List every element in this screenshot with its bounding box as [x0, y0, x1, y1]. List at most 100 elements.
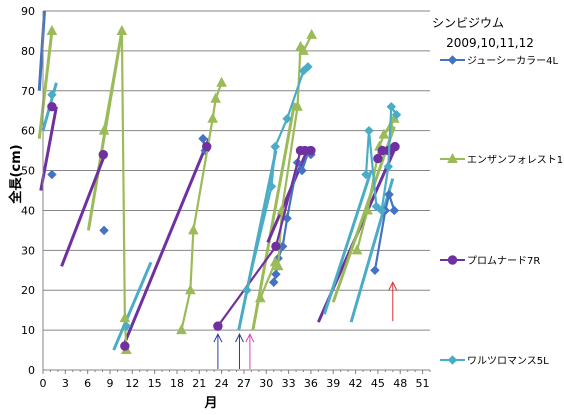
- data-point: [188, 224, 199, 235]
- y-tick-label: 70: [21, 85, 35, 98]
- data-point: [98, 124, 110, 135]
- data-point: [254, 292, 266, 303]
- trendline: [237, 150, 278, 331]
- series-line: [102, 30, 128, 351]
- data-point: [213, 321, 223, 331]
- x-tick-label: 15: [148, 377, 162, 390]
- x-tick-label: 42: [349, 377, 363, 390]
- data-point: [119, 312, 131, 323]
- arrow-head: [235, 332, 244, 343]
- x-tick-label: 6: [84, 377, 91, 390]
- arrow: [235, 332, 244, 369]
- data-point: [351, 244, 363, 255]
- trendline: [121, 138, 211, 347]
- axes: [42, 11, 431, 374]
- trendline: [37, 10, 46, 91]
- trendline: [251, 102, 297, 331]
- data-point: [370, 265, 380, 275]
- data-point: [386, 102, 397, 112]
- data-point: [270, 141, 280, 152]
- legend-marker: [447, 355, 458, 365]
- data-point: [271, 241, 281, 252]
- series-circle: [47, 102, 400, 351]
- legend-item: ジューシーカラー4L: [440, 55, 558, 67]
- series-line: [373, 190, 396, 271]
- data-point: [99, 225, 109, 236]
- x-tick-label: 27: [237, 377, 251, 390]
- data-point: [373, 153, 383, 164]
- trendline: [322, 170, 373, 315]
- chart-subtitle: 2009,10,11,12: [446, 36, 534, 50]
- y-tick-label: 80: [21, 45, 35, 58]
- gridlines: [43, 10, 430, 331]
- data-point: [185, 284, 196, 295]
- data-point: [98, 149, 108, 160]
- data-point: [242, 285, 252, 295]
- x-tick-label: 48: [393, 377, 407, 390]
- data-point: [361, 169, 371, 180]
- x-tick-label: 21: [192, 377, 206, 390]
- data-point: [271, 269, 281, 279]
- y-tick-label: 20: [21, 284, 35, 297]
- data-series: [46, 24, 402, 355]
- data-point: [116, 24, 128, 35]
- trendline: [112, 261, 153, 351]
- x-tick-label: 30: [259, 377, 273, 390]
- data-point: [47, 102, 57, 112]
- chart-title: シンビジウム: [432, 16, 504, 30]
- legend-marker: [447, 55, 458, 65]
- data-point: [378, 128, 390, 139]
- data-point: [47, 169, 57, 180]
- trendline: [349, 178, 395, 323]
- data-point: [216, 76, 227, 87]
- x-tick-label: 12: [125, 377, 139, 390]
- arrow-head: [213, 332, 223, 343]
- data-point: [292, 100, 303, 111]
- legend-item: エンザンフォレスト1R: [440, 152, 564, 166]
- y-tick-label: 50: [21, 165, 35, 178]
- x-tick-label: 33: [282, 377, 296, 390]
- data-point: [282, 113, 292, 124]
- data-point: [120, 341, 130, 351]
- arrow: [213, 332, 223, 369]
- data-point: [306, 145, 316, 156]
- data-point: [303, 62, 313, 72]
- data-point: [207, 112, 219, 123]
- data-point: [298, 44, 309, 55]
- legend-item: ワルツロマンス5L: [440, 355, 549, 367]
- data-point: [266, 181, 277, 192]
- trendline: [37, 30, 54, 139]
- y-tick-label: 40: [21, 204, 35, 217]
- data-point: [210, 92, 221, 103]
- y-tick-label: 30: [21, 244, 35, 257]
- series-square: [47, 62, 402, 331]
- data-point: [384, 189, 394, 200]
- x-tick-label: 18: [170, 377, 184, 390]
- legend: ジューシーカラー4L エンザンフォレスト1R プロムナード7R ワルツロマンス5L: [440, 55, 564, 367]
- data-point: [176, 324, 187, 335]
- arrow-head: [388, 281, 398, 291]
- data-point: [390, 141, 400, 152]
- y-tick-label: 90: [21, 5, 35, 18]
- trendline: [60, 154, 107, 267]
- x-tick-label: 0: [40, 377, 47, 390]
- data-point: [202, 141, 212, 152]
- data-point: [391, 110, 402, 120]
- legend-label: ワルツロマンス5L: [467, 356, 549, 367]
- data-point: [362, 204, 373, 215]
- legend-marker: [447, 255, 458, 265]
- arrow: [245, 332, 255, 369]
- x-tick-label: 39: [326, 377, 340, 390]
- x-tick-label: 3: [62, 377, 69, 390]
- legend-label: ジューシーカラー4L: [467, 55, 558, 67]
- y-tick-labels: 0 10 20 30 40 50 60 70 80 90: [21, 5, 35, 377]
- x-axis-title: 月: [203, 396, 217, 411]
- legend-item: プロムナード7R: [440, 255, 540, 267]
- x-tick-label: 36: [304, 377, 318, 390]
- x-tick-label: 9: [106, 377, 113, 390]
- x-tick-label: 24: [215, 377, 229, 390]
- legend-label: プロムナード7R: [467, 255, 540, 267]
- data-point: [198, 133, 208, 144]
- y-axis-title: 全長(cm): [8, 144, 24, 204]
